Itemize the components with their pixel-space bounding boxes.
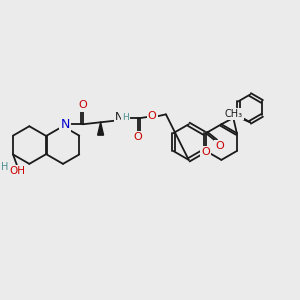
- Text: N: N: [115, 112, 124, 122]
- Text: OH: OH: [9, 166, 25, 176]
- Text: CH₃: CH₃: [225, 110, 243, 119]
- Text: N: N: [60, 118, 70, 131]
- Text: O: O: [134, 132, 142, 142]
- Text: H: H: [2, 162, 9, 172]
- Text: O: O: [78, 100, 87, 110]
- Polygon shape: [98, 122, 103, 135]
- Text: O: O: [215, 141, 224, 151]
- Text: O: O: [202, 147, 210, 157]
- Text: H: H: [122, 113, 129, 122]
- Text: O: O: [148, 111, 157, 121]
